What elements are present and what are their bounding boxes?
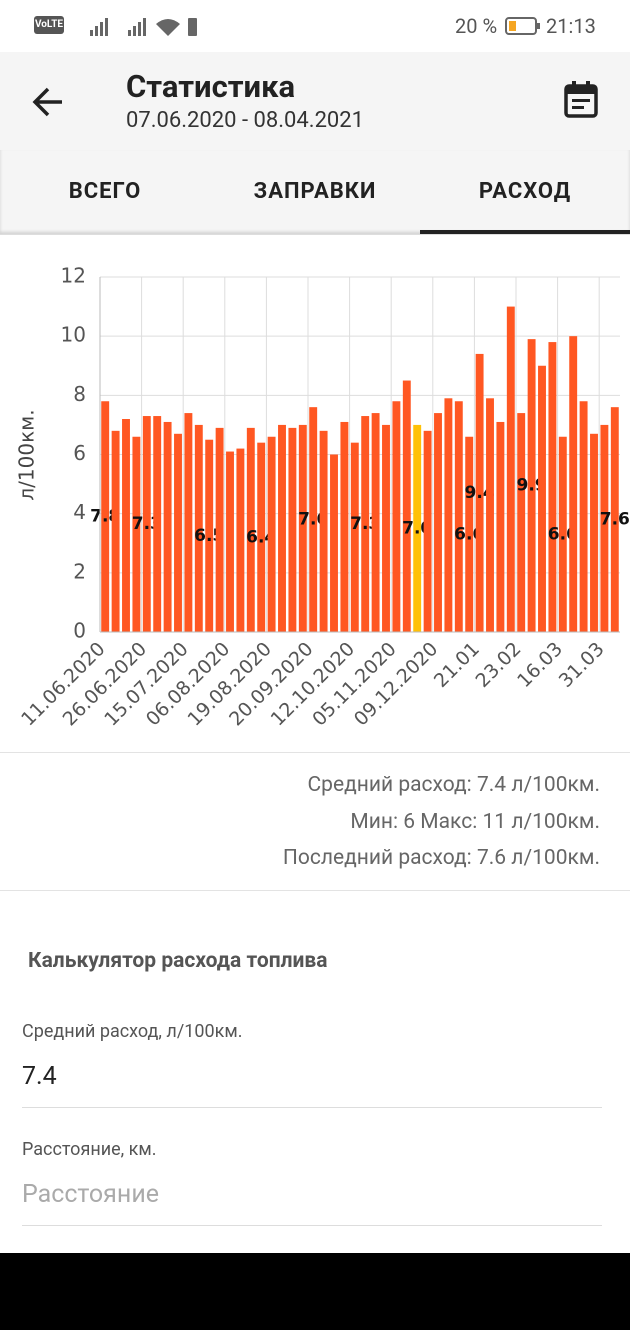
tab-bar: ВСЕГО ЗАПРАВКИ РАСХОД xyxy=(0,150,630,235)
bar xyxy=(569,336,578,632)
bar xyxy=(538,365,546,632)
bar xyxy=(610,407,619,632)
tab-indicator xyxy=(420,230,630,234)
bar xyxy=(309,407,318,632)
nav-bar xyxy=(0,1253,630,1330)
bar xyxy=(444,398,453,632)
bar xyxy=(350,442,359,632)
bar xyxy=(590,433,598,632)
bar xyxy=(278,424,286,632)
signal-icons xyxy=(90,18,197,36)
bar xyxy=(465,436,474,632)
bar xyxy=(506,306,515,632)
bar xyxy=(288,427,297,632)
input-underline xyxy=(22,1225,602,1226)
y-axis-label: л/100км. xyxy=(15,409,39,500)
bar xyxy=(142,416,151,632)
x-tick-label: 31.03 xyxy=(555,638,609,692)
bar xyxy=(174,433,182,632)
y-tick-label: 0 xyxy=(73,619,86,643)
bar xyxy=(267,436,276,632)
bar xyxy=(392,401,401,632)
bar xyxy=(434,413,442,632)
stat-line: Средний расход: 7.4 л/100км. xyxy=(307,773,600,797)
x-tick-label: 16.03 xyxy=(513,638,567,692)
distance-input[interactable]: Расстояние xyxy=(22,1180,159,1209)
back-button[interactable] xyxy=(30,84,66,120)
app-bar: Статистика 07.06.2020 - 08.04.2021 xyxy=(0,52,630,150)
bar xyxy=(454,401,463,632)
x-tick-label: 23.02 xyxy=(472,638,526,692)
bar xyxy=(215,427,224,632)
bar xyxy=(111,430,120,632)
bar xyxy=(101,401,110,632)
bar xyxy=(496,421,505,632)
tab[interactable]: ЗАПРАВКИ xyxy=(253,179,377,204)
clock: 21:13 xyxy=(546,14,596,38)
bar xyxy=(246,427,255,632)
y-tick-label: 4 xyxy=(73,500,86,524)
calculator-title: Калькулятор расхода топлива xyxy=(28,949,328,973)
divider xyxy=(0,890,630,891)
field-label: Средний расход, л/100км. xyxy=(22,1021,243,1042)
field-label: Расстояние, км. xyxy=(22,1139,157,1160)
y-tick-label: 8 xyxy=(73,382,86,406)
bar xyxy=(298,424,307,632)
bar xyxy=(548,342,557,632)
bar xyxy=(486,398,494,632)
bar xyxy=(340,421,349,632)
bar xyxy=(402,380,411,632)
bar xyxy=(163,421,172,632)
chart: л/100км. 02468101211.06.202026.06.202015… xyxy=(15,264,630,731)
bar xyxy=(122,419,130,632)
bar xyxy=(319,430,328,632)
y-tick-label: 2 xyxy=(73,559,86,583)
y-tick-label: 6 xyxy=(73,441,86,465)
calendar-button[interactable] xyxy=(562,80,600,120)
date-range: 07.06.2020 - 08.04.2021 xyxy=(126,108,365,133)
bar xyxy=(371,413,380,632)
y-tick-label: 12 xyxy=(61,264,86,288)
bar xyxy=(413,424,422,632)
bar xyxy=(558,436,567,632)
bar xyxy=(132,436,141,632)
y-tick-label: 10 xyxy=(61,323,86,347)
bar xyxy=(600,424,609,632)
input-underline xyxy=(22,1107,602,1108)
tab-active[interactable]: РАСХОД xyxy=(478,179,572,204)
stat-line: Последний расход: 7.6 л/100км. xyxy=(282,846,600,870)
bar xyxy=(475,353,484,632)
stat-line: Мин: 6 Макс: 11 л/100км. xyxy=(350,810,600,834)
battery-icon xyxy=(505,17,540,35)
bar xyxy=(194,424,203,632)
status-bar: VoLTE 20 % 21:13 xyxy=(0,0,630,52)
bar xyxy=(184,413,193,632)
bar xyxy=(579,401,588,632)
x-tick-label: 21.01 xyxy=(430,638,484,692)
value-label: 7.6 xyxy=(600,510,630,530)
bar xyxy=(153,416,162,632)
divider xyxy=(0,752,630,753)
bar xyxy=(257,442,266,632)
bar xyxy=(330,454,338,632)
tab[interactable]: ВСЕГО xyxy=(68,179,142,204)
bar xyxy=(236,448,245,632)
battery-text: 20 % xyxy=(455,14,498,38)
bar xyxy=(423,430,432,632)
screen-title: Статистика xyxy=(126,68,296,105)
bar xyxy=(205,439,214,632)
bar xyxy=(226,451,234,632)
bar xyxy=(527,339,536,632)
bar xyxy=(517,413,526,632)
bar xyxy=(382,424,390,632)
avg-input[interactable]: 7.4 xyxy=(22,1062,57,1091)
bar xyxy=(361,416,370,632)
volte-icon: VoLTE xyxy=(34,16,64,34)
